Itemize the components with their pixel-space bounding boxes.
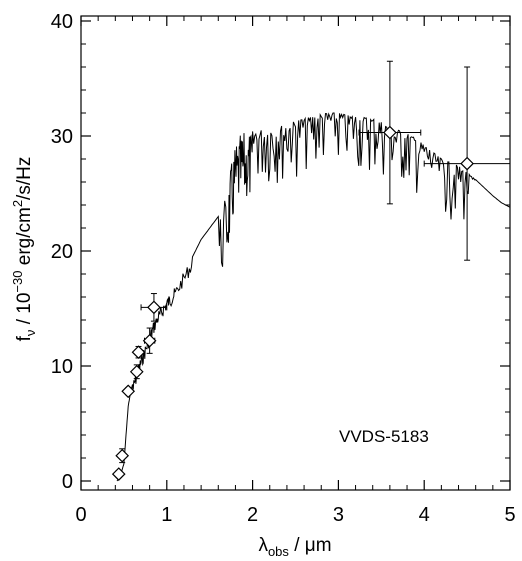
y-ticks: 0 10 20 30 40 bbox=[51, 11, 510, 493]
diamond-marker bbox=[121, 384, 136, 399]
y-tick-label: 10 bbox=[51, 356, 73, 378]
x-tick-label: 3 bbox=[333, 504, 344, 526]
spectrum-path bbox=[116, 112, 511, 482]
diamond-marker bbox=[131, 345, 146, 360]
y-axis-label: fν / 10−30 erg/cm2/s/Hz bbox=[10, 157, 38, 342]
y-tick-label: 0 bbox=[62, 471, 73, 493]
diamond-marker bbox=[129, 364, 144, 379]
diamond-marker bbox=[115, 448, 130, 463]
annotation-label: VVDS-5183 bbox=[339, 427, 429, 446]
x-axis-label-sub: obs bbox=[268, 544, 289, 559]
diamond-marker bbox=[460, 156, 474, 171]
y-tick-label: 30 bbox=[51, 126, 73, 148]
data-points bbox=[111, 60, 511, 481]
y-tick-label: 20 bbox=[51, 241, 73, 263]
x-tick-label: 0 bbox=[75, 504, 86, 526]
diamond-marker bbox=[111, 467, 126, 481]
diamond-marker bbox=[142, 333, 157, 348]
diamond-marker bbox=[147, 300, 161, 315]
x-axis-label: λobs / μm bbox=[258, 535, 331, 559]
y-tick-label: 40 bbox=[51, 11, 73, 33]
plot-frame bbox=[80, 15, 511, 491]
x-tick-label: 4 bbox=[419, 504, 430, 526]
x-ticks: 0 1 2 3 4 5 bbox=[75, 16, 516, 526]
spectrum-line bbox=[116, 112, 511, 482]
diamond-marker bbox=[383, 125, 397, 140]
x-tick-label: 1 bbox=[161, 504, 172, 526]
x-tick-label: 2 bbox=[247, 504, 258, 526]
x-tick-label: 5 bbox=[504, 504, 515, 526]
